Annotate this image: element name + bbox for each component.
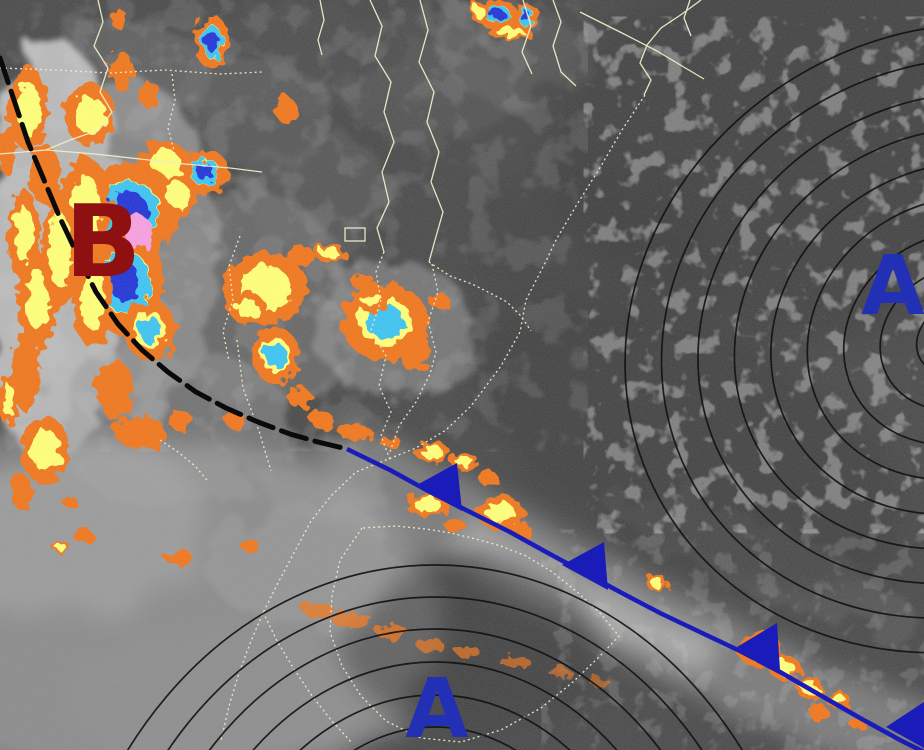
cold-front-triangle (886, 702, 924, 748)
political-borders-layer (0, 0, 705, 744)
isobars-atlantic-high (624, 22, 924, 654)
cold-front (346, 446, 924, 750)
cold-front-triangle (562, 542, 608, 590)
cold-front-triangle (415, 463, 462, 511)
distrito-federal-outline (344, 227, 366, 242)
isobars-south-high (127, 564, 743, 750)
cold-front-triangle (737, 623, 780, 670)
trough-line (0, 55, 350, 452)
